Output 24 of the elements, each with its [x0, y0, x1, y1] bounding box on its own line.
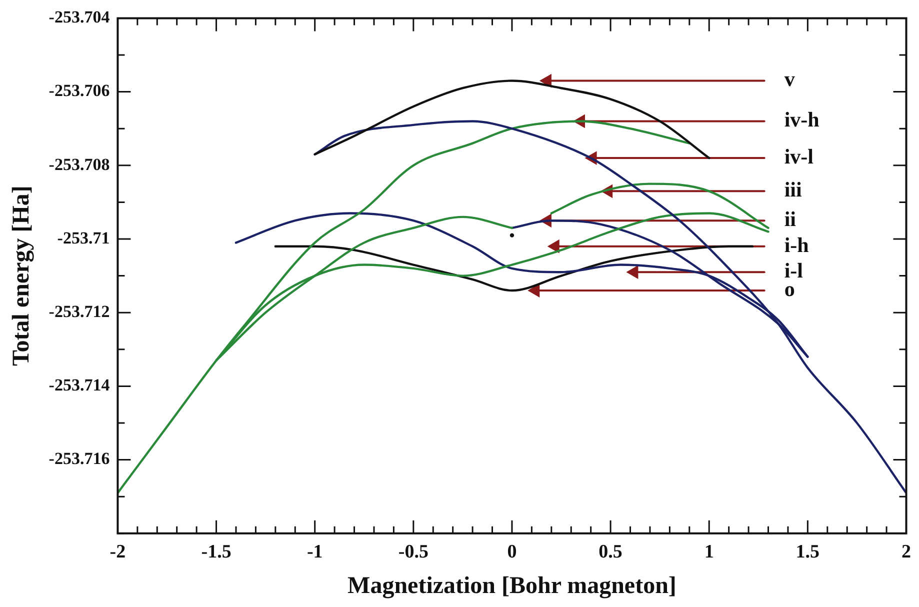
series-label: iii [784, 178, 802, 202]
x-tick-label: -1.5 [201, 542, 232, 563]
series-label: v [784, 67, 796, 92]
x-tick-label: -1 [306, 542, 323, 563]
y-tick-label: -253.708 [48, 154, 110, 174]
series-label: iv-l [784, 144, 814, 168]
x-tick-label: 2 [902, 542, 911, 563]
y-axis-title: Total energy [Ha] [8, 186, 35, 366]
series-label: iv-h [784, 108, 820, 132]
x-tick-label: 0 [507, 542, 517, 563]
y-tick-label: -253.716 [48, 449, 110, 468]
x-tick-label: -0.5 [398, 542, 428, 563]
x-tick-label: 0.5 [598, 542, 622, 563]
x-tick-label: 1.5 [796, 542, 820, 563]
y-tick-label: -253.704 [48, 8, 110, 27]
y-tick-label: -253.706 [48, 81, 110, 100]
series-label: i-h [784, 232, 810, 257]
y-tick-label: -253.71 [57, 228, 110, 248]
y-tick-label: -253.714 [48, 376, 110, 395]
series-label: ii [784, 207, 796, 232]
y-tick-label: -253.712 [48, 302, 110, 321]
x-tick-label: -2 [110, 542, 126, 563]
x-axis-title: Magnetization [Bohr magneton] [348, 572, 676, 599]
x-tick-label: 1 [704, 542, 714, 563]
